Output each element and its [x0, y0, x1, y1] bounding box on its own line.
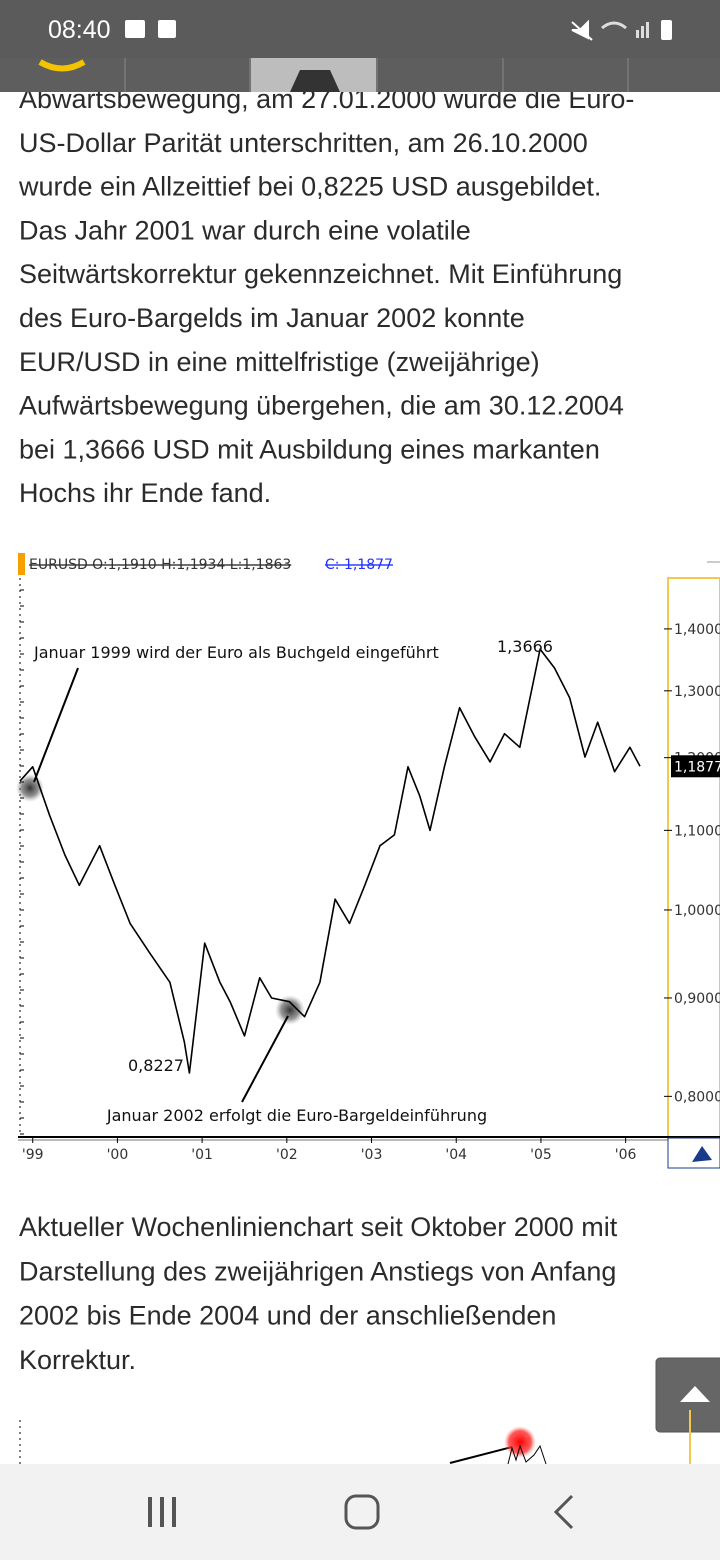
paragraph-line: wurde ein Allzeittief bei 0,8225 USD aus…	[18, 172, 601, 202]
y-tick-label: 1,3000	[674, 684, 720, 700]
paragraph-line: US-Dollar Parität unterschritten, am 26.…	[19, 128, 588, 158]
paragraph-line: Hochs ihr Ende fand.	[19, 478, 271, 508]
annotation: 1,3666	[497, 637, 553, 656]
x-tick-label: '02	[276, 1147, 298, 1163]
price-line	[19, 648, 641, 1074]
status-bar: 08:40	[0, 0, 720, 58]
x-tick-label: '01	[191, 1147, 213, 1163]
caption-line: 2002 bis Ende 2004 und der anschließende…	[19, 1301, 556, 1331]
scroll-top-button[interactable]	[655, 1357, 720, 1433]
x-tick-label: '00	[107, 1147, 129, 1163]
clock: 08:40	[48, 16, 111, 44]
price-label-box	[671, 755, 720, 778]
y-tick-label: 1,1000	[674, 823, 720, 839]
annotation: Januar 1999 wird der Euro als Buchgeld e…	[33, 643, 439, 662]
caption-line: Korrektur.	[19, 1345, 136, 1375]
paragraph-line: des Euro-Bargelds im Januar 2002 konnte	[19, 303, 525, 333]
x-tick-label: '05	[530, 1147, 552, 1163]
x-tick-label: '04	[445, 1147, 467, 1163]
back-button[interactable]	[553, 1494, 574, 1530]
caption-line: Aktueller Wochenlinienchart seit Oktober…	[19, 1212, 618, 1242]
paragraph-line: Das Jahr 2001 war durch eine volatile	[19, 215, 471, 245]
paragraph-line: bei 1,3666 USD mit Ausbildung eines mark…	[19, 434, 600, 464]
x-tick-label: '99	[22, 1147, 44, 1163]
x-tick-label: '03	[361, 1147, 383, 1163]
paragraph-line: EUR/USD in eine mittelfristige (zweijähr…	[19, 347, 540, 377]
y-tick-label: 1,0000	[674, 903, 720, 919]
y-tick-label: 0,9000	[674, 991, 720, 1007]
navigation-bar	[0, 1464, 720, 1560]
y-tick-label: 0,8000	[674, 1089, 720, 1105]
x-tick-label: '06	[615, 1147, 637, 1163]
home-button[interactable]	[344, 1494, 380, 1530]
chart-header-close: C: 1,1877	[325, 557, 393, 573]
caption-line: Darstellung des zweijährigen Anstiegs vo…	[19, 1256, 616, 1286]
next-chart-preview	[19, 1410, 691, 1465]
chart-header: EURUSD O:1,1910 H:1,1934 L:1,1863	[29, 557, 291, 573]
annotation: 0,8227	[128, 1056, 184, 1075]
annotation: Januar 2002 erfolgt die Euro-Bargeldeinf…	[106, 1106, 487, 1125]
y-tick-label: 1,4000	[674, 622, 720, 638]
paragraph-line: Seitwärtskorrektur gekennzeichnet. Mit E…	[19, 259, 622, 289]
price-label: 1,1877	[674, 759, 720, 775]
chart: EURUSD O:1,1910 H:1,1934 L:1,1863 C: 1,18…	[16, 553, 720, 1169]
recent-apps-button[interactable]	[148, 1497, 176, 1527]
paragraph-line: Aufwärtsbewegung übergehen, die am 30.12…	[19, 391, 624, 421]
